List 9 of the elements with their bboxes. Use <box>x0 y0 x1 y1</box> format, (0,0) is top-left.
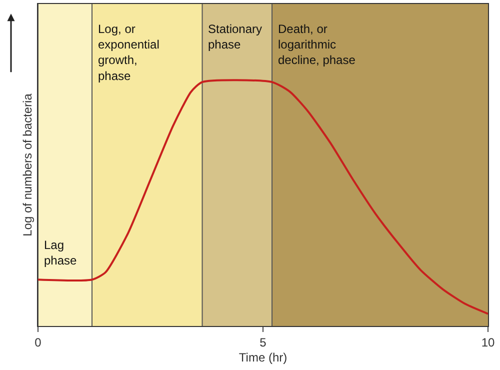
x-tick-label: 5 <box>260 335 267 350</box>
band-label: Stationary phase <box>208 22 262 52</box>
y-axis-title: Log of numbers of bacteria <box>20 93 34 236</box>
x-tick-label: 0 <box>34 335 42 350</box>
x-tick-label: 10 <box>481 335 495 350</box>
band-label: Log, or exponential growth, phase <box>98 22 160 83</box>
band-label: Death, or logarithmic decline, phase <box>278 22 356 68</box>
band-label: Lag phase <box>44 238 78 268</box>
x-axis-title: Time (hr) <box>238 350 288 364</box>
